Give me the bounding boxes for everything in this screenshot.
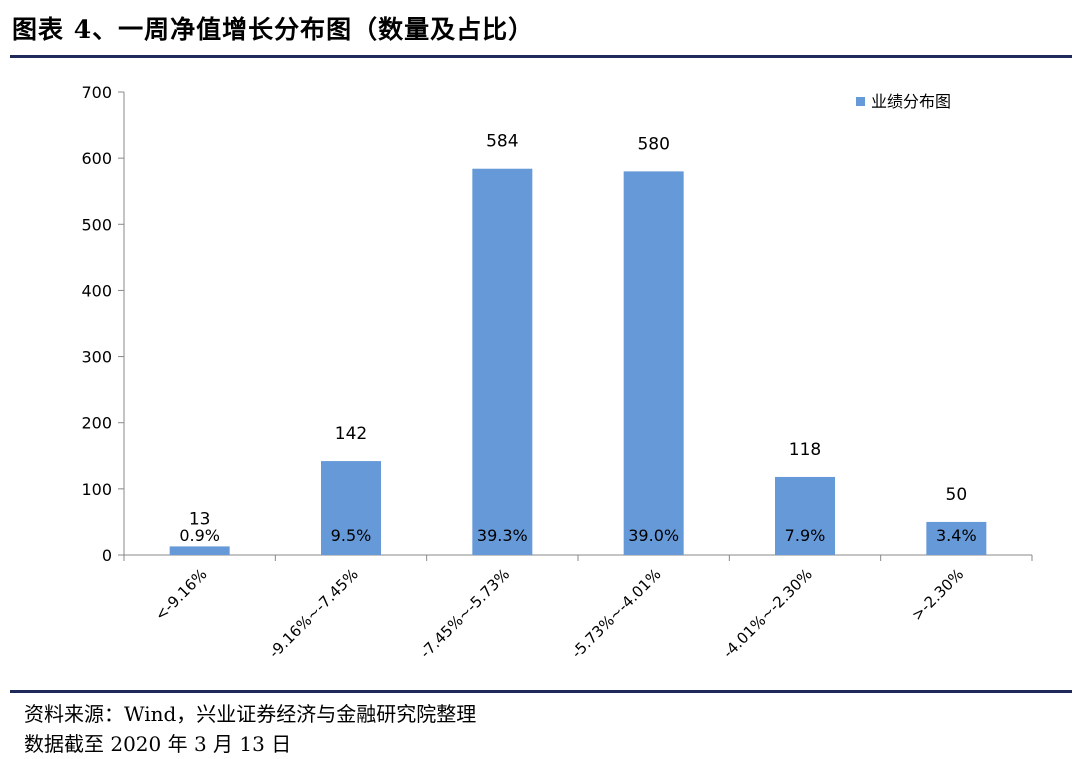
bar-share-label: 0.9% bbox=[179, 526, 220, 545]
bar-value-label: 142 bbox=[335, 424, 367, 444]
y-tick-label: 400 bbox=[81, 281, 112, 300]
bar-share-label: 9.5% bbox=[331, 526, 372, 545]
y-tick-label: 100 bbox=[81, 480, 112, 499]
chart-title: 图表 4、一周净值增长分布图（数量及占比） bbox=[12, 15, 535, 44]
bar-share-label: 39.0% bbox=[628, 526, 679, 545]
bar bbox=[623, 171, 684, 555]
legend-swatch bbox=[856, 97, 865, 106]
bar-value-label: 13 bbox=[189, 509, 211, 529]
bar bbox=[169, 546, 230, 555]
bar-value-label: 50 bbox=[946, 485, 968, 505]
bar-share-label: 7.9% bbox=[785, 526, 826, 545]
bar-share-label: 3.4% bbox=[936, 526, 977, 545]
top-divider bbox=[10, 55, 1072, 58]
bar-value-label: 118 bbox=[789, 440, 821, 460]
bar-value-label: 584 bbox=[486, 132, 518, 152]
y-tick-label: 200 bbox=[81, 414, 112, 433]
y-tick-label: 300 bbox=[81, 348, 112, 367]
y-tick-label: 500 bbox=[81, 215, 112, 234]
x-tick-label: -4.01%~-2.30% bbox=[719, 565, 816, 662]
chart-area: 0 100 200 300 400 500 600 700 13 0.9% <-9.16% 142 9.… bbox=[0, 60, 1080, 690]
x-tick-label: -9.16%~-7.45% bbox=[265, 565, 362, 662]
bar bbox=[472, 168, 533, 555]
x-tick-label: -5.73%~-4.01% bbox=[568, 565, 665, 662]
bar-chart: 0 100 200 300 400 500 600 700 130.9% <-9.16% 142 9.… bbox=[81, 83, 1033, 662]
y-tick-label: 0 bbox=[102, 546, 112, 565]
bar-share-label: 39.3% bbox=[477, 526, 528, 545]
y-tick-label: 600 bbox=[81, 149, 112, 168]
x-tick-label: >-2.30% bbox=[908, 565, 967, 624]
y-tick-label: 700 bbox=[81, 83, 112, 102]
legend-label: 业绩分布图 bbox=[871, 92, 951, 111]
x-tick-label: <-9.16% bbox=[151, 565, 210, 624]
x-tick-label: -7.45%~-5.73% bbox=[416, 565, 513, 662]
date-note: 数据截至 2020 年 3 月 13 日 bbox=[24, 732, 292, 756]
bar-value-label: 580 bbox=[637, 134, 669, 154]
bar bbox=[926, 521, 987, 555]
source-note: 资料来源：Wind，兴业证券经济与金融研究院整理 bbox=[24, 702, 477, 726]
bar bbox=[321, 461, 381, 555]
bottom-divider bbox=[10, 690, 1072, 693]
bar bbox=[775, 476, 835, 555]
